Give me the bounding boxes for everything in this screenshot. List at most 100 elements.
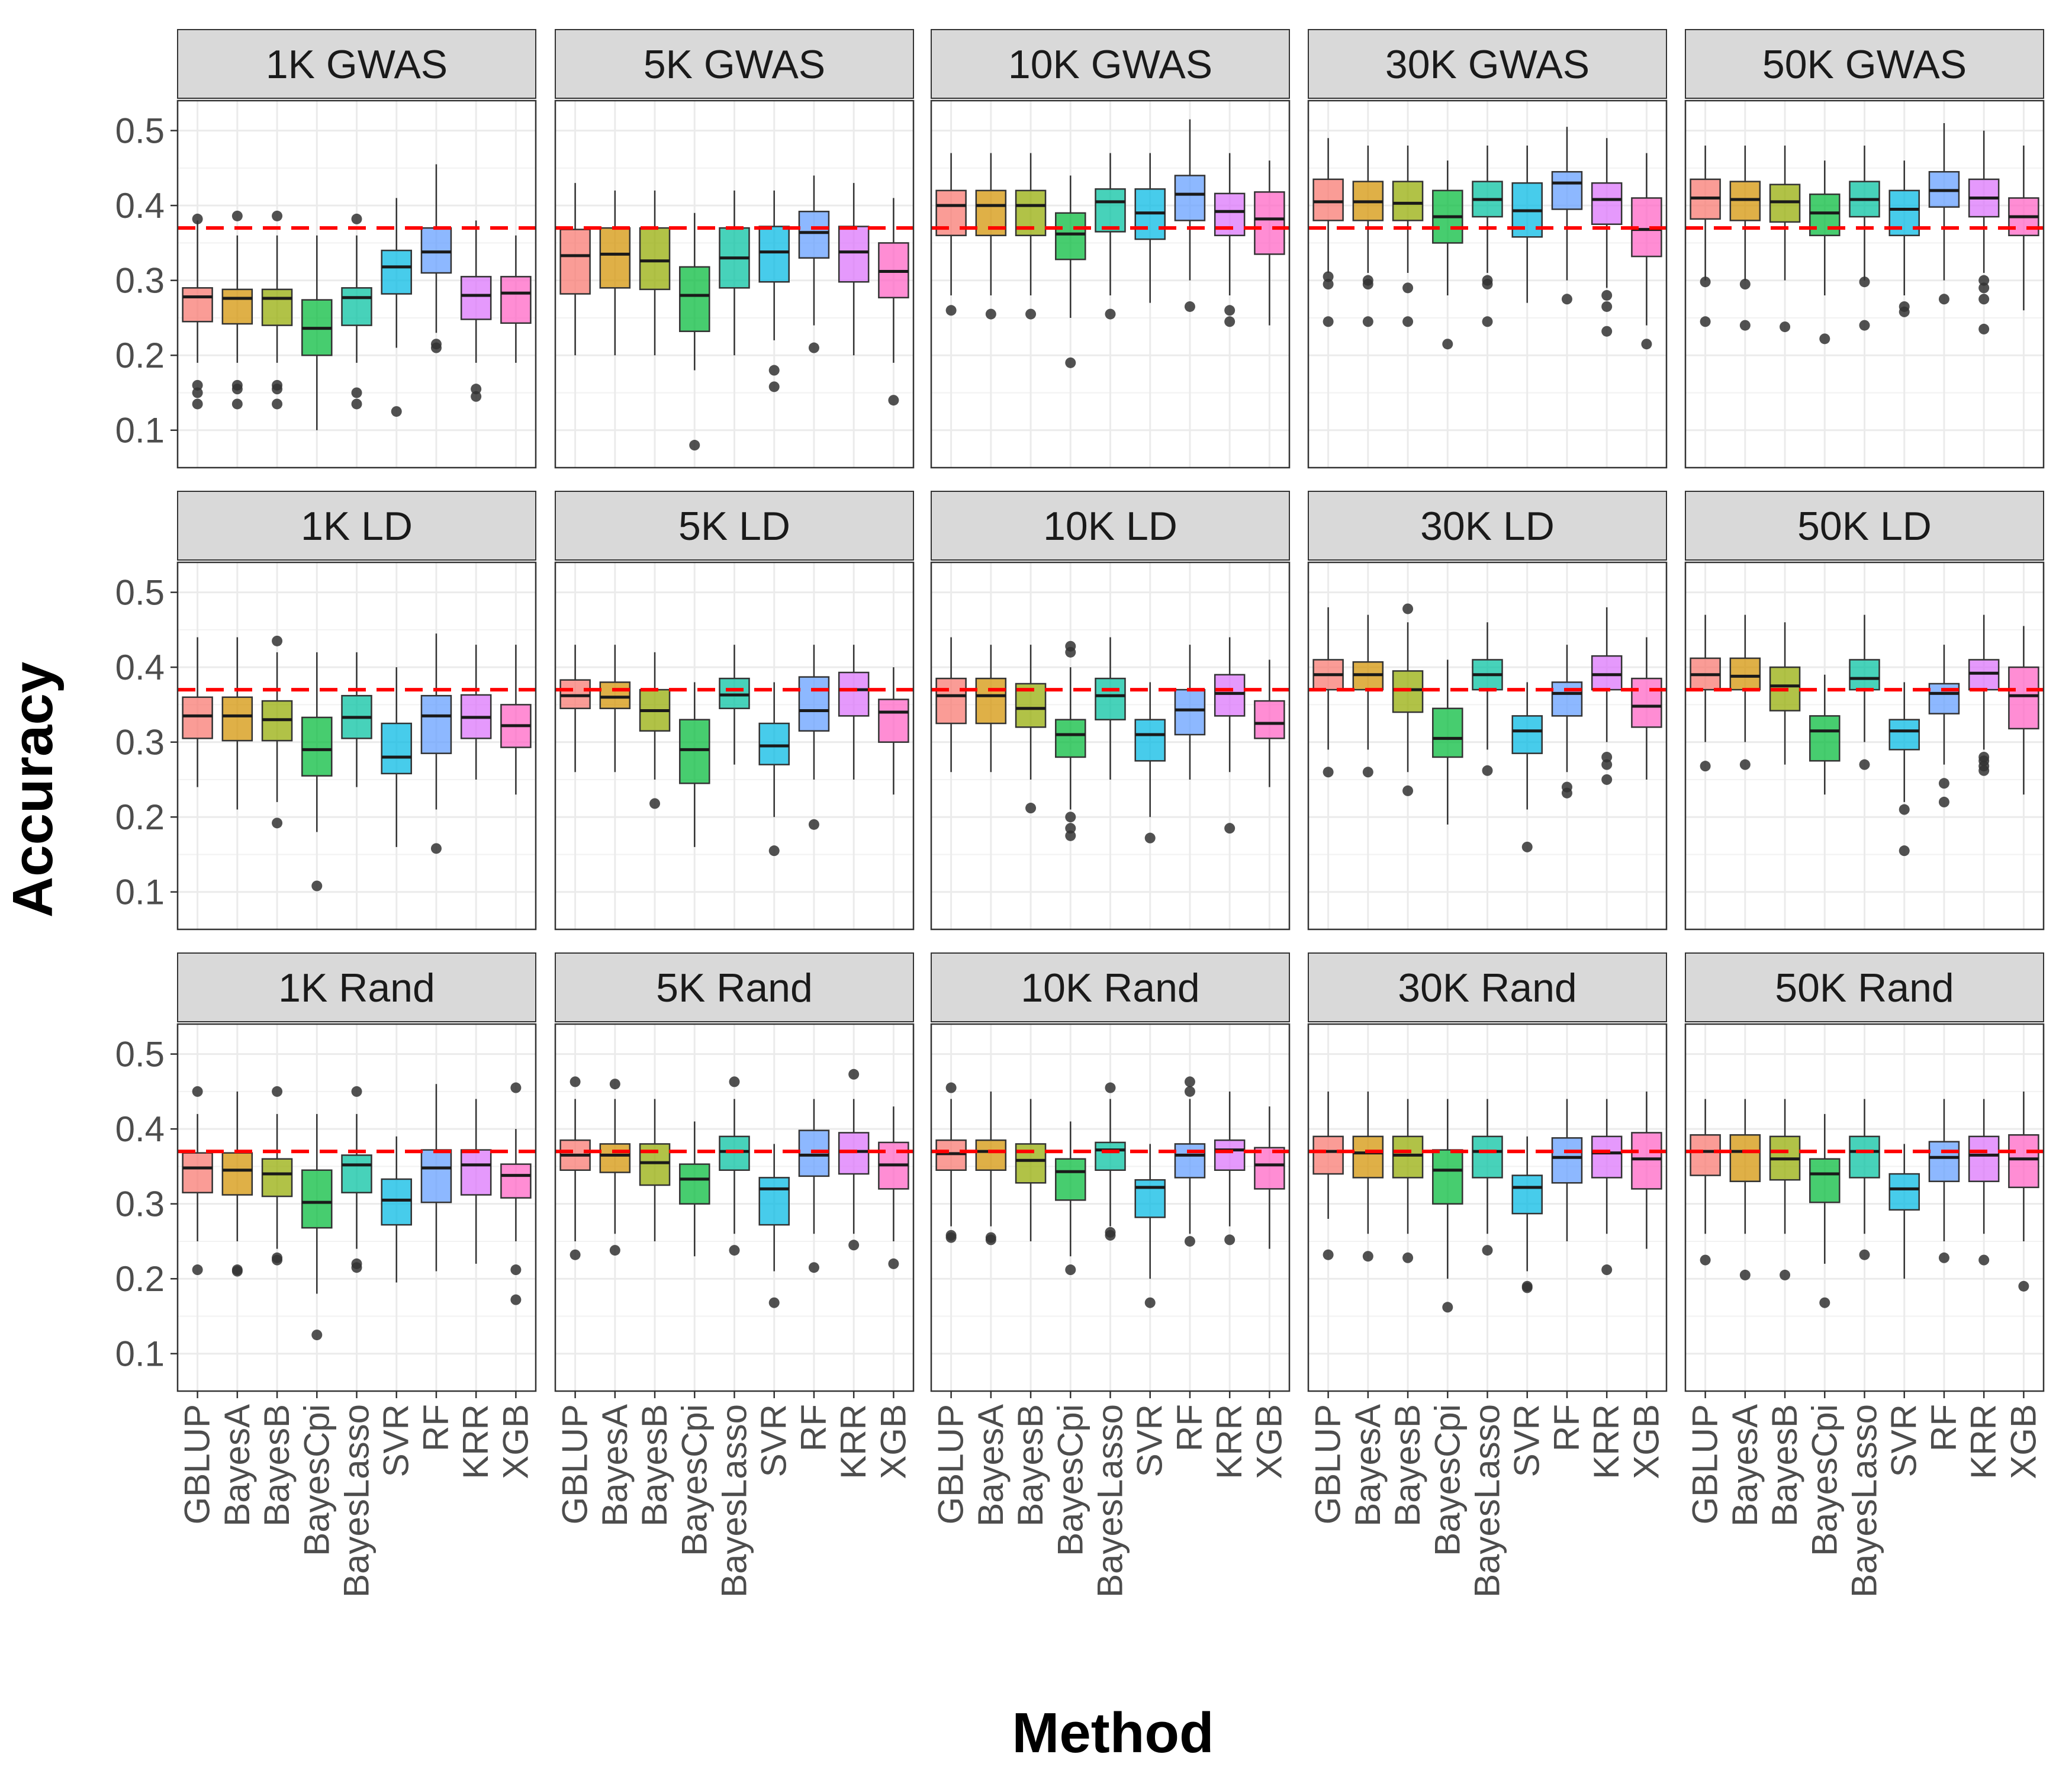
box-body	[381, 249, 412, 295]
outlier-point	[1224, 823, 1236, 834]
box-body	[838, 1132, 870, 1175]
box-bayeslasso	[341, 652, 372, 787]
outlier-point	[888, 1258, 899, 1269]
facet-strip-label: 10K GWAS	[1008, 42, 1212, 87]
box-body	[1392, 670, 1424, 713]
box-bayesb	[639, 190, 671, 356]
box-bayesb	[1769, 145, 1801, 333]
outlier-point	[1323, 1249, 1334, 1260]
y-tick-label: 0.5	[115, 573, 165, 613]
box-xgb	[1254, 160, 1285, 326]
box-body	[1254, 191, 1285, 255]
box-body	[221, 696, 253, 742]
box-body	[1312, 1135, 1344, 1175]
box-body	[1809, 715, 1841, 762]
box-body	[1631, 677, 1662, 728]
outlier-point	[1819, 333, 1830, 345]
facet-strip-label: 30K Rand	[1398, 965, 1576, 1010]
box-svr	[1511, 1136, 1543, 1293]
box-svr	[1511, 682, 1543, 852]
outlier-point	[729, 1076, 740, 1087]
box-krr	[460, 1099, 492, 1264]
x-tick-label: BayesLasso	[715, 1404, 754, 1598]
box-body	[1631, 1132, 1662, 1190]
outlier-point	[848, 1068, 860, 1080]
box-svr	[758, 682, 790, 857]
outlier-point	[1482, 765, 1493, 776]
outlier-point	[985, 308, 996, 320]
outlier-point	[272, 384, 283, 395]
box-gblup	[182, 1086, 213, 1276]
facet-strip-label: 50K GWAS	[1762, 42, 1967, 87]
outlier-point	[192, 213, 203, 224]
box-krr	[1968, 614, 2000, 776]
outlier-point	[1700, 761, 1711, 772]
box-bayesa	[599, 645, 631, 773]
facet-strip	[1308, 952, 1667, 1022]
facet-panel: 50K GWAS	[1684, 29, 2045, 469]
box-body	[1174, 1143, 1206, 1179]
box-gblup	[182, 637, 213, 787]
facet-strip-label: 1K LD	[301, 504, 413, 549]
box-body	[878, 699, 909, 743]
box-body	[719, 1135, 750, 1171]
box-krr	[838, 183, 870, 356]
box-body	[1888, 1173, 1920, 1211]
y-tick-label: 0.3	[115, 723, 165, 762]
x-tick-label: BayesB	[257, 1404, 297, 1527]
x-tick-label: BayesCpi	[1050, 1404, 1090, 1556]
facet-panels: 1K GWAS 0.1 0.2 0.3 0.4 0.5 5K GWAS 10K GWAS 30K…	[115, 29, 2045, 1598]
outlier-point	[808, 342, 819, 353]
outlier-point	[1323, 316, 1334, 327]
box-body	[341, 287, 372, 326]
panel-border	[930, 99, 1291, 469]
box-body	[1591, 1135, 1623, 1179]
outlier-point	[1859, 320, 1870, 331]
outlier-point	[1601, 1264, 1613, 1276]
box-body	[679, 719, 710, 784]
box-body	[1849, 659, 1880, 691]
outlier-point	[1362, 767, 1373, 778]
outlier-point	[1402, 603, 1414, 614]
outlier-point	[1025, 308, 1037, 320]
box-body	[1511, 1174, 1543, 1215]
box-gblup	[559, 183, 591, 356]
box-bayescpi	[1432, 160, 1463, 350]
x-tick-label: SVR	[754, 1404, 794, 1477]
x-tick-label: BayesLasso	[337, 1404, 377, 1598]
facet-panel: 5K LD	[554, 491, 915, 931]
box-body	[1352, 1135, 1384, 1179]
outlier-point	[1739, 279, 1751, 289]
box-body	[1392, 181, 1424, 221]
outlier-point	[1601, 326, 1613, 337]
box-body	[1174, 175, 1206, 221]
box-bayescpi	[679, 1121, 710, 1257]
box-bayesa	[1729, 1099, 1761, 1280]
x-tick-label: BayesLasso	[1845, 1404, 1884, 1598]
box-body	[599, 681, 631, 709]
x-tick-label: BayesCpi	[674, 1404, 714, 1556]
y-tick-label: 0.4	[115, 648, 165, 687]
outlier-point	[1402, 316, 1414, 327]
x-tick-label: BayesLasso	[1468, 1404, 1507, 1598]
box-bayeslasso	[719, 190, 750, 356]
box-body	[639, 227, 671, 291]
x-tick-label: GBLUP	[555, 1404, 595, 1524]
panel-border	[930, 561, 1291, 931]
box-svr	[1134, 682, 1166, 844]
facet-panel: 30K GWAS	[1307, 29, 1668, 469]
box-bayescpi	[679, 213, 710, 451]
outlier-point	[768, 845, 780, 857]
facet-strip-label: 1K GWAS	[266, 42, 448, 87]
facet-strip-label: 50K Rand	[1775, 965, 1954, 1010]
box-rf	[798, 645, 830, 830]
box-bayescpi	[301, 1113, 333, 1341]
box-xgb	[878, 667, 909, 795]
box-body	[1214, 1139, 1246, 1171]
box-body	[420, 227, 452, 274]
outlier-point	[1601, 774, 1613, 785]
box-body	[261, 1158, 293, 1198]
box-body	[559, 679, 591, 709]
